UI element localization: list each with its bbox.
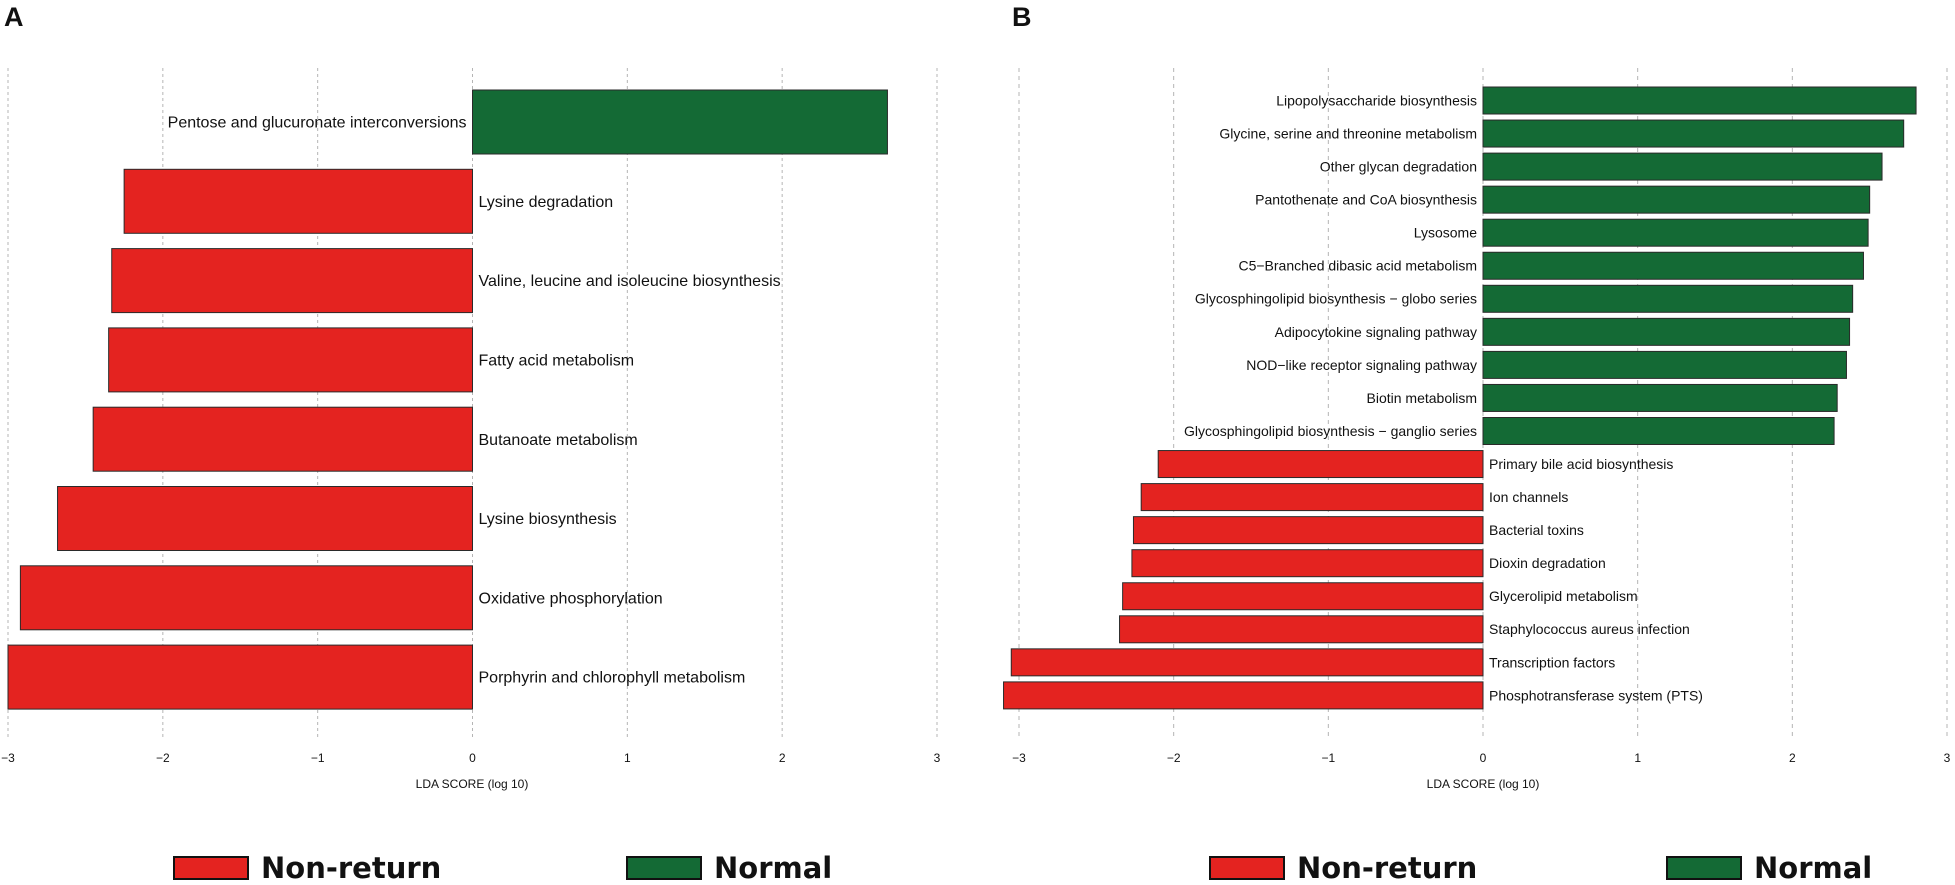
panel-a: A Pentose and glucuronate interconversio… bbox=[1, 2, 941, 791]
category-label-other-glycan-degradation: Other glycan degradation bbox=[1320, 159, 1477, 175]
category-label-pentose-and-glucuronate-interconversions: Pentose and glucuronate interconversions bbox=[168, 115, 467, 132]
category-label-ion-channels: Ion channels bbox=[1489, 489, 1568, 505]
x-tick-label: −2 bbox=[156, 751, 170, 765]
panel-a-label: A bbox=[4, 2, 24, 32]
bar-pantothenate-and-coa-biosynthesis bbox=[1482, 185, 1871, 214]
panel-a-x-axis-label: LDA SCORE (log 10) bbox=[416, 777, 529, 791]
bar-biotin-metabolism bbox=[1482, 383, 1838, 412]
x-tick-label: 2 bbox=[779, 751, 786, 765]
x-tick-label: 3 bbox=[934, 751, 941, 765]
bar-lysine-biosynthesis bbox=[57, 486, 474, 551]
legend-swatch-normal bbox=[1666, 856, 1742, 880]
category-label-lipopolysaccharide-biosynthesis: Lipopolysaccharide biosynthesis bbox=[1276, 92, 1477, 108]
bar-other-glycan-degradation bbox=[1482, 152, 1883, 181]
category-label-fatty-acid-metabolism: Fatty acid metabolism bbox=[479, 353, 635, 370]
category-label-butanoate-metabolism: Butanoate metabolism bbox=[479, 432, 638, 449]
bar-nod-like-receptor-signaling-pathway bbox=[1482, 350, 1847, 379]
panel-b-bars bbox=[1003, 86, 1917, 710]
bar-glycosphingolipid-biosynthesis-globo-series bbox=[1482, 284, 1854, 313]
legend-label-non-return: Non-return bbox=[261, 851, 442, 885]
panel-a-legend-non-return: Non-return bbox=[173, 851, 441, 885]
bar-fatty-acid-metabolism bbox=[108, 327, 474, 393]
bar-oxidative-phosphorylation bbox=[19, 565, 474, 631]
x-tick-label: 1 bbox=[1634, 751, 1641, 765]
bar-primary-bile-acid-biosynthesis bbox=[1157, 450, 1484, 479]
x-tick-label: −1 bbox=[311, 751, 325, 765]
bar-porphyrin-and-chlorophyll-metabolism bbox=[7, 644, 473, 710]
legend-label-non-return: Non-return bbox=[1297, 851, 1478, 885]
category-label-bacterial-toxins: Bacterial toxins bbox=[1489, 522, 1584, 538]
bar-ion-channels bbox=[1140, 483, 1484, 512]
panel-b-category-labels: Lipopolysaccharide biosynthesis Glycine, … bbox=[1184, 92, 1703, 703]
category-label-staphylococcus-aureus-infection: Staphylococcus aureus infection bbox=[1489, 621, 1690, 637]
panel-b-legend-normal: Normal bbox=[1666, 851, 1872, 885]
bar-glycine-serine-and-threonine-metabolism bbox=[1482, 119, 1905, 148]
category-label-lysine-biosynthesis: Lysine biosynthesis bbox=[479, 511, 617, 528]
bar-c5-branched-dibasic-acid-metabolism bbox=[1482, 251, 1864, 280]
bar-transcription-factors bbox=[1010, 648, 1484, 677]
bar-dioxin-degradation bbox=[1131, 549, 1484, 578]
bar-glycosphingolipid-biosynthesis-ganglio-series bbox=[1482, 417, 1835, 445]
bar-pentose-and-glucuronate-interconversions bbox=[472, 89, 888, 155]
category-label-dioxin-degradation: Dioxin degradation bbox=[1489, 555, 1606, 571]
panel-a-gridlines bbox=[7, 68, 938, 738]
category-label-glycerolipid-metabolism: Glycerolipid metabolism bbox=[1489, 588, 1638, 604]
x-tick-label: 1 bbox=[624, 751, 631, 765]
panel-a-legend-normal: Normal bbox=[626, 851, 832, 885]
legend-swatch-non-return bbox=[173, 856, 249, 880]
bar-bacterial-toxins bbox=[1132, 516, 1484, 545]
category-label-nod-like-receptor-signaling-pathway: NOD−like receptor signaling pathway bbox=[1246, 357, 1477, 373]
x-tick-label: 2 bbox=[1789, 751, 1796, 765]
legend-label-normal: Normal bbox=[714, 851, 833, 885]
x-tick-label: −1 bbox=[1321, 751, 1335, 765]
bar-staphylococcus-aureus-infection bbox=[1119, 615, 1484, 644]
x-tick-label: 3 bbox=[1944, 751, 1951, 765]
legend-swatch-normal bbox=[626, 856, 702, 880]
category-label-primary-bile-acid-biosynthesis: Primary bile acid biosynthesis bbox=[1489, 456, 1673, 472]
bar-butanoate-metabolism bbox=[92, 406, 474, 472]
bar-glycerolipid-metabolism bbox=[1122, 582, 1484, 611]
x-tick-label: 0 bbox=[1480, 751, 1487, 765]
x-tick-label: −3 bbox=[1, 751, 15, 765]
panel-a-bars bbox=[7, 89, 888, 710]
bar-phosphotransferase-system-pts bbox=[1003, 681, 1484, 710]
panel-b-legend-non-return: Non-return bbox=[1209, 851, 1477, 885]
category-label-c5-branched-dibasic-acid-metabolism: C5−Branched dibasic acid metabolism bbox=[1238, 258, 1477, 274]
panel-b: B Lipopolysaccharide biosynthesis Glycine… bbox=[1003, 2, 1951, 791]
bar-lysine-degradation bbox=[123, 168, 473, 234]
bar-adipocytokine-signaling-pathway bbox=[1482, 317, 1851, 346]
x-tick-label: −3 bbox=[1012, 751, 1026, 765]
panel-a-tick-labels: −3 −2 −1 0 1 2 3 bbox=[1, 751, 941, 765]
x-tick-label: 0 bbox=[469, 751, 476, 765]
legend-label-normal: Normal bbox=[1754, 851, 1873, 885]
category-label-phosphotransferase-system-pts: Phosphotransferase system (PTS) bbox=[1489, 687, 1703, 703]
category-label-adipocytokine-signaling-pathway: Adipocytokine signaling pathway bbox=[1275, 324, 1477, 340]
panel-b-x-axis-label: LDA SCORE (log 10) bbox=[1427, 777, 1540, 791]
legend-swatch-non-return bbox=[1209, 856, 1285, 880]
category-label-lysine-degradation: Lysine degradation bbox=[479, 194, 614, 211]
category-label-pantothenate-and-coa-biosynthesis: Pantothenate and CoA biosynthesis bbox=[1255, 192, 1477, 208]
x-tick-label: −2 bbox=[1167, 751, 1181, 765]
category-label-valine-leucine-and-isoleucine-biosynthesis: Valine, leucine and isoleucine biosynthe… bbox=[479, 273, 781, 290]
category-label-oxidative-phosphorylation: Oxidative phosphorylation bbox=[479, 590, 663, 607]
panel-a-category-labels: Pentose and glucuronate interconversions… bbox=[168, 115, 781, 687]
panel-b-tick-labels: −3 −2 −1 0 1 2 3 bbox=[1012, 751, 1951, 765]
category-label-porphyrin-and-chlorophyll-metabolism: Porphyrin and chlorophyll metabolism bbox=[479, 670, 746, 687]
bar-valine-leucine-and-isoleucine-biosynthesis bbox=[111, 248, 473, 314]
category-label-glycosphingolipid-biosynthesis-globo-series: Glycosphingolipid biosynthesis − globo s… bbox=[1195, 291, 1477, 307]
panel-b-label: B bbox=[1012, 2, 1032, 32]
bar-lysosome bbox=[1482, 218, 1869, 247]
category-label-glycosphingolipid-biosynthesis-ganglio-series: Glycosphingolipid biosynthesis − ganglio… bbox=[1184, 423, 1477, 439]
bar-lipopolysaccharide-biosynthesis bbox=[1482, 86, 1917, 115]
category-label-transcription-factors: Transcription factors bbox=[1489, 654, 1615, 670]
category-label-biotin-metabolism: Biotin metabolism bbox=[1367, 390, 1478, 406]
category-label-glycine-serine-and-threonine-metabolism: Glycine, serine and threonine metabolism bbox=[1219, 125, 1477, 141]
category-label-lysosome: Lysosome bbox=[1414, 225, 1478, 241]
